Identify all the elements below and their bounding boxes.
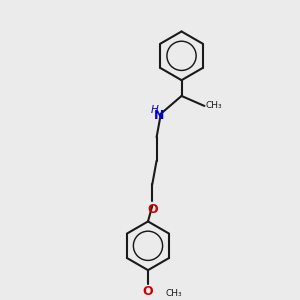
Text: CH₃: CH₃ (165, 289, 182, 298)
Text: CH₃: CH₃ (206, 101, 223, 110)
Text: O: O (147, 203, 158, 216)
Text: O: O (143, 285, 153, 298)
Text: N: N (154, 109, 165, 122)
Text: H: H (151, 105, 158, 115)
